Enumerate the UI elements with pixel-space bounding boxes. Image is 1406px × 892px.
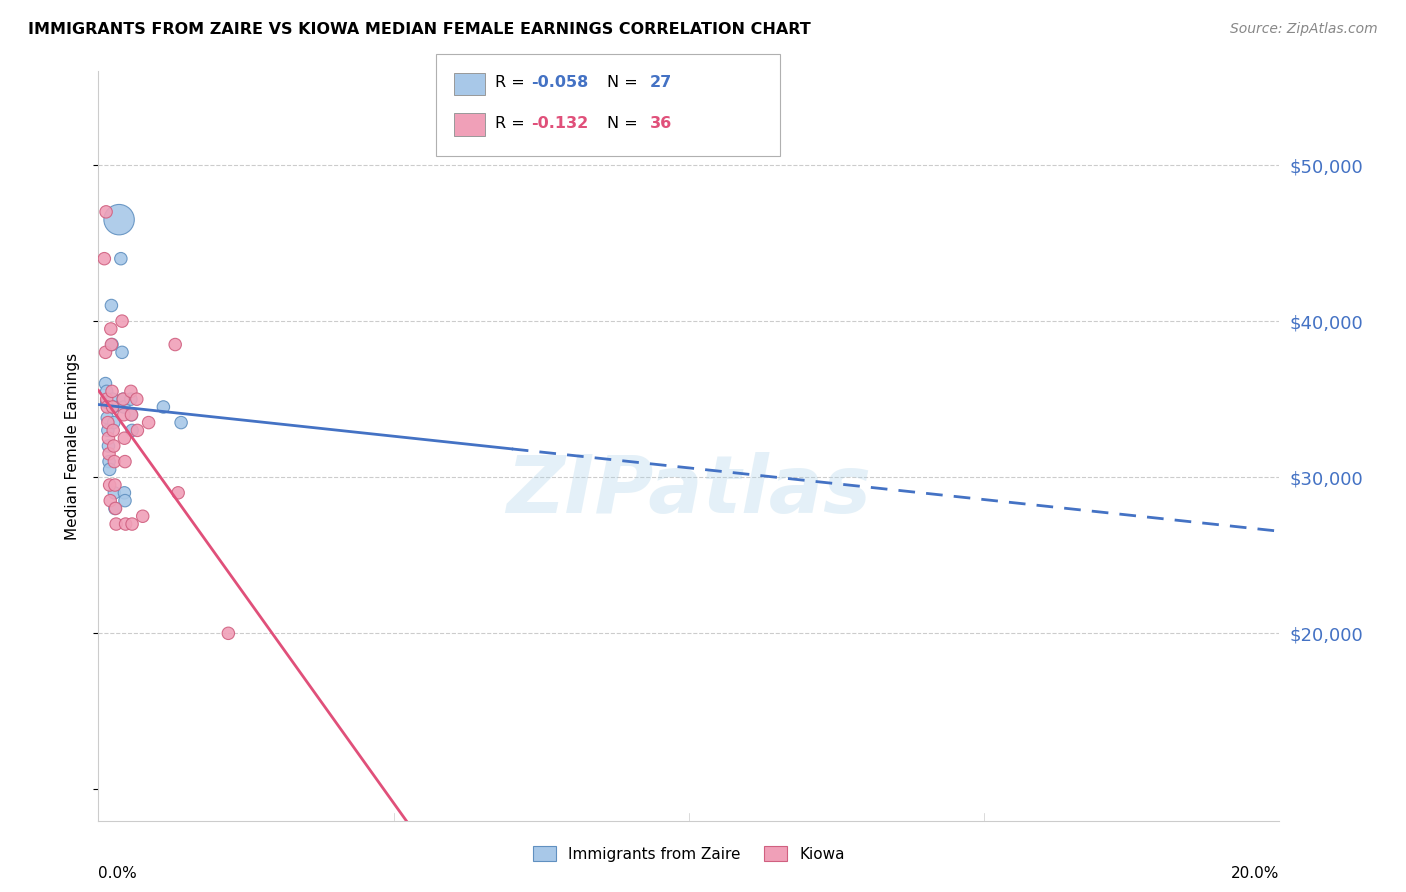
Point (97, 416, 120, 430)
Point (98, 462, 121, 476)
Text: ZIPatlas: ZIPatlas (506, 452, 872, 530)
Point (104, 478, 127, 492)
Text: 36: 36 (650, 116, 672, 130)
Y-axis label: Median Female Earnings: Median Female Earnings (65, 352, 80, 540)
Point (120, 384, 142, 399)
Point (100, 298, 122, 313)
Point (101, 384, 124, 399)
Point (101, 337, 124, 351)
Text: 27: 27 (650, 76, 672, 90)
Point (94, 345, 117, 359)
Point (120, 392, 142, 407)
Point (121, 408, 143, 422)
Point (94, 376, 117, 391)
Point (165, 337, 187, 351)
Text: -0.132: -0.132 (531, 116, 589, 130)
Point (96, 392, 118, 407)
Point (132, 509, 155, 524)
Point (114, 517, 136, 532)
Point (93, 252, 115, 266)
Point (114, 493, 136, 508)
Point (112, 486, 135, 500)
Point (125, 392, 148, 407)
Point (94, 205, 117, 219)
Point (100, 322, 122, 336)
Point (110, 252, 132, 266)
Point (97, 439, 120, 453)
Point (104, 501, 127, 516)
Point (112, 400, 135, 414)
Point (103, 424, 125, 438)
Text: N =: N = (607, 76, 644, 90)
Point (101, 400, 124, 414)
Text: Source: ZipAtlas.com: Source: ZipAtlas.com (1230, 22, 1378, 37)
Point (108, 212, 131, 227)
Point (127, 424, 149, 438)
Point (103, 486, 125, 500)
Point (103, 455, 125, 469)
Point (152, 400, 174, 414)
Legend: Immigrants from Zaire, Kiowa: Immigrants from Zaire, Kiowa (526, 838, 852, 869)
Point (114, 455, 136, 469)
Point (170, 416, 193, 430)
Text: N =: N = (607, 116, 644, 130)
Point (167, 486, 190, 500)
Text: 0.0%: 0.0% (98, 865, 138, 880)
Point (97, 431, 120, 445)
Point (121, 408, 143, 422)
Point (111, 345, 134, 359)
Point (138, 416, 160, 430)
Point (121, 517, 143, 532)
Point (112, 392, 135, 407)
Point (96, 395, 118, 409)
Point (98, 493, 121, 508)
Text: 20.0%: 20.0% (1232, 865, 1279, 880)
Text: IMMIGRANTS FROM ZAIRE VS KIOWA MEDIAN FEMALE EARNINGS CORRELATION CHART: IMMIGRANTS FROM ZAIRE VS KIOWA MEDIAN FE… (28, 22, 811, 37)
Point (100, 337, 122, 351)
Point (101, 392, 124, 407)
Point (103, 416, 125, 430)
Point (112, 431, 135, 445)
Point (98, 478, 121, 492)
Point (112, 408, 135, 422)
Point (104, 501, 127, 516)
Point (96, 384, 118, 399)
Point (103, 400, 125, 414)
Text: -0.058: -0.058 (531, 76, 589, 90)
Point (121, 424, 143, 438)
Point (217, 626, 239, 640)
Text: R =: R = (495, 76, 530, 90)
Point (98, 447, 121, 461)
Point (97, 424, 120, 438)
Point (112, 392, 135, 407)
Point (105, 517, 128, 532)
Text: R =: R = (495, 116, 530, 130)
Point (96, 400, 118, 414)
Point (98, 455, 121, 469)
Point (111, 314, 134, 328)
Point (96, 411, 118, 425)
Point (103, 439, 125, 453)
